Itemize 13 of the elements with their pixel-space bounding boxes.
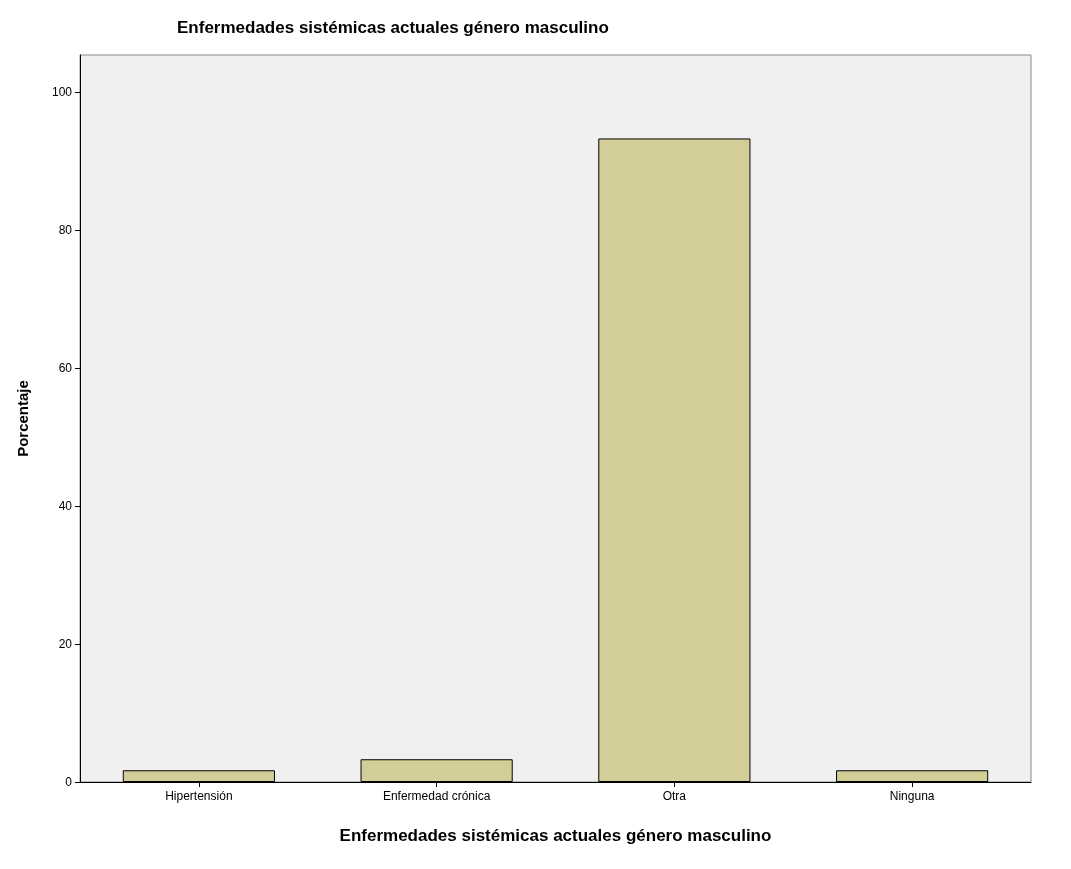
y-axis-title: Porcentaje — [14, 380, 31, 457]
x-tick-label: Ninguna — [889, 789, 935, 803]
x-axis-title: Enfermedades sistémicas actuales género masculino — [339, 826, 772, 845]
y-tick-label: 80 — [58, 223, 73, 238]
y-tick-label: 60 — [58, 361, 73, 376]
x-tick-label: Otra — [662, 789, 687, 803]
y-tick-label: 40 — [58, 499, 73, 514]
y-tick-label: 100 — [51, 85, 73, 100]
x-tick-label: Enfermedad crónica — [382, 789, 491, 803]
x-tick-label: Hipertensión — [165, 789, 233, 803]
chart-title: Enfermedades sistémicas actuales género masculino — [177, 18, 609, 37]
y-tick-label: 0 — [65, 775, 73, 789]
y-tick-label: 20 — [58, 637, 73, 652]
